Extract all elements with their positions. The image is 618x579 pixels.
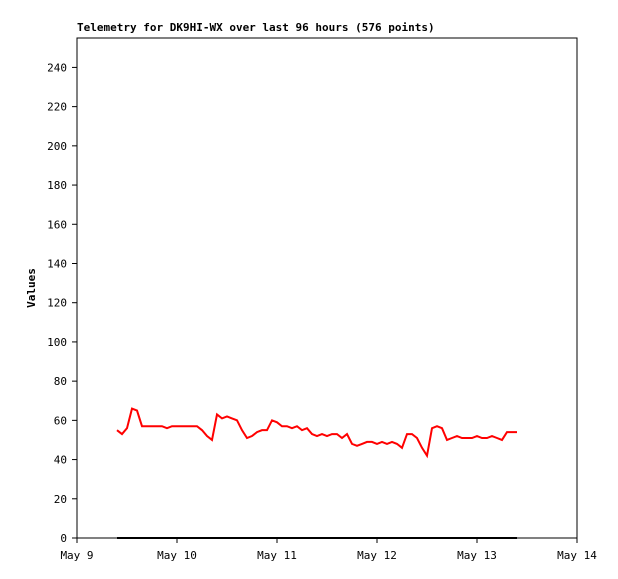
y-tick-label: 220 [47,101,67,114]
y-tick-label: 240 [47,61,67,74]
x-tick-label: May 10 [157,549,197,562]
data-line [116,407,517,459]
x-tick-label: May 13 [457,549,497,562]
y-tick-label: 120 [47,297,67,310]
x-tick-label: May 14 [557,549,597,562]
x-tick-label: May 9 [60,549,93,562]
x-tick-label: May 11 [257,549,297,562]
y-tick-label: 200 [47,140,67,153]
chart-title: Telemetry for DK9HI-WX over last 96 hour… [77,21,435,34]
y-tick-label: 20 [54,493,67,506]
y-tick-label: 100 [47,336,67,349]
plot-frame [76,37,578,539]
y-axis-label: Values [25,268,38,308]
y-tick-label: 0 [60,532,67,545]
y-tick-label: 180 [47,179,67,192]
x-tick-label: May 12 [357,549,397,562]
y-tick-label: 160 [47,218,67,231]
y-tick-label: 40 [54,454,67,467]
y-tick-label: 140 [47,257,67,270]
y-tick-label: 60 [54,414,67,427]
y-tick-label: 80 [54,375,67,388]
